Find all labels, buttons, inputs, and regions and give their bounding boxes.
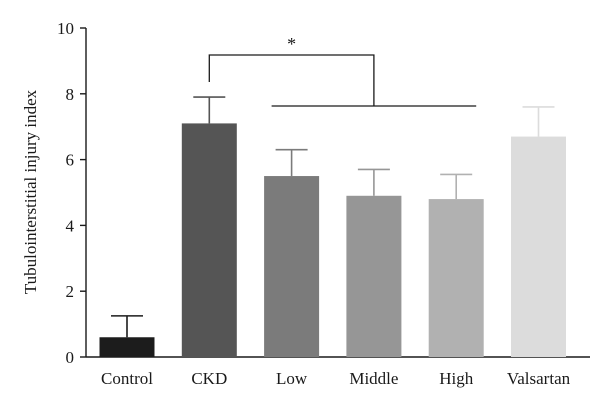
- bar: [428, 199, 484, 357]
- y-tick-label: 2: [66, 282, 75, 301]
- y-tick-label: 8: [66, 85, 75, 104]
- bar: [264, 176, 320, 357]
- bar: [99, 337, 155, 357]
- x-tick-label: High: [439, 369, 474, 388]
- x-tick-label: Middle: [349, 369, 398, 388]
- y-tick-label: 6: [66, 151, 75, 170]
- bar: [346, 195, 402, 357]
- x-tick-label: CKD: [191, 369, 227, 388]
- bracket-line: [208, 54, 375, 106]
- axes: 0 2 4 6 8 10: [57, 19, 590, 367]
- significance-bracket: *: [208, 34, 477, 107]
- y-tick-label: 10: [57, 19, 74, 38]
- significance-label: *: [287, 34, 296, 54]
- x-tick-label: Valsartan: [507, 369, 571, 388]
- bars: Control CKD Low Middle High Valsartan: [99, 123, 571, 388]
- y-axis-label: Tubulointerstitial injury index: [21, 89, 40, 294]
- x-tick-label: Low: [276, 369, 308, 388]
- y-tick-label: 0: [66, 348, 75, 367]
- bar: [511, 136, 566, 357]
- y-tick-label: 4: [66, 216, 75, 235]
- error-bars: [111, 96, 555, 338]
- x-tick-label: Control: [101, 369, 153, 388]
- bar: [181, 123, 237, 357]
